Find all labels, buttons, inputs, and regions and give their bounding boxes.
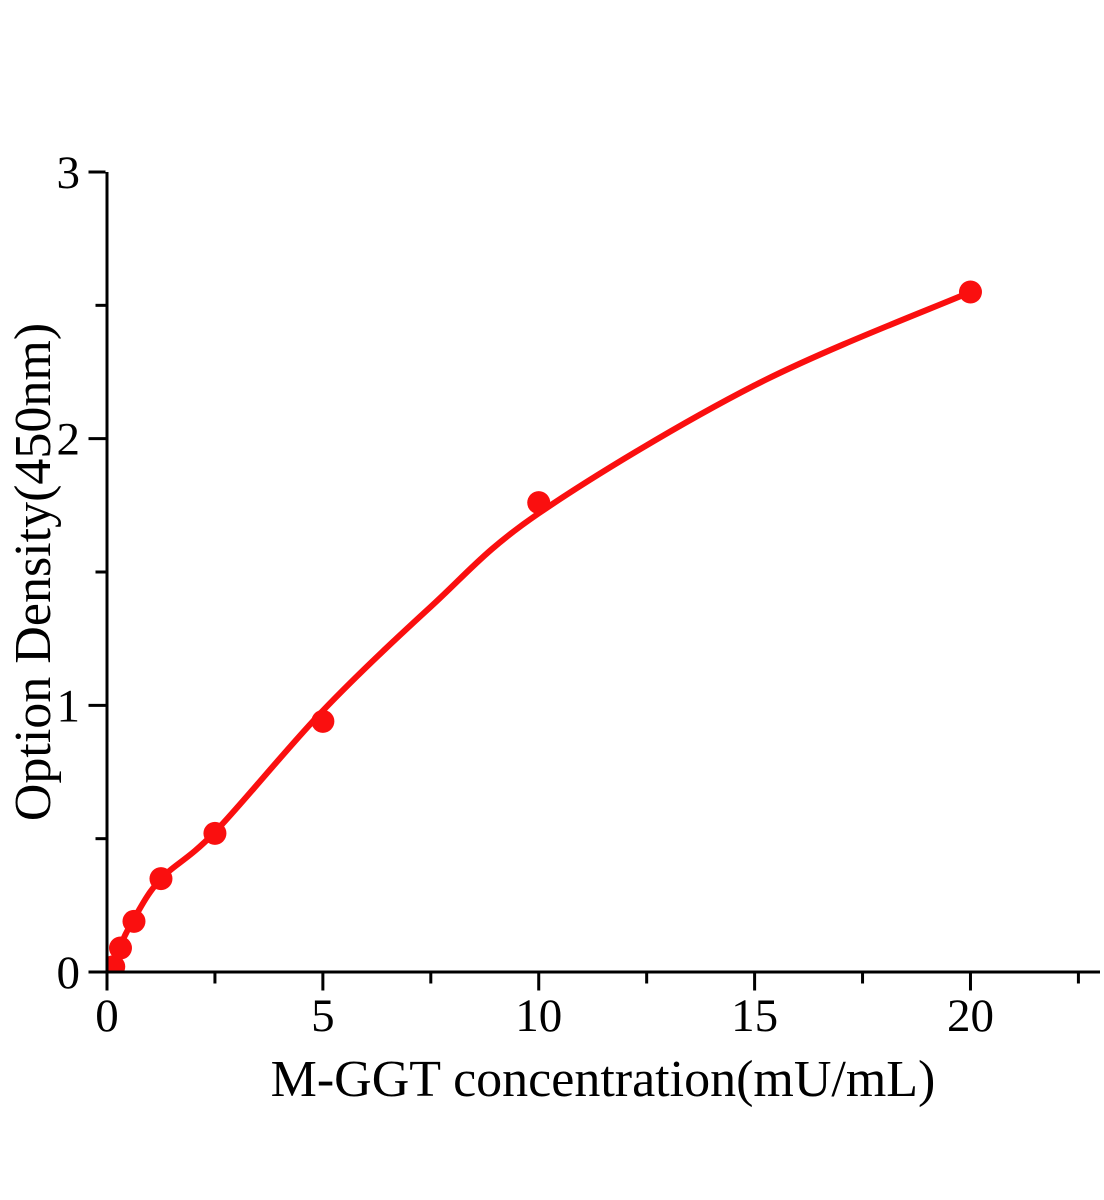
fit-curve-line [109, 289, 974, 971]
x-tick-label: 20 [947, 990, 994, 1042]
x-tick-label: 5 [311, 990, 335, 1042]
data-point [311, 709, 335, 733]
y-tick-label: 2 [57, 414, 81, 466]
x-axis-title: M-GGT concentration(mU/mL) [271, 1051, 936, 1108]
data-point [149, 867, 173, 891]
data-point [958, 280, 982, 304]
axis-frame [105, 172, 1100, 974]
data-point [122, 909, 146, 933]
x-tick-label: 10 [515, 990, 562, 1042]
data-point [527, 491, 551, 515]
axes-layer: 0 5 10 15 20 0 1 2 3 [57, 147, 1100, 1042]
x-tick-label: 0 [95, 990, 119, 1042]
y-axis-title: Option Density(450nm) [5, 323, 62, 821]
x-tick-label: 15 [731, 990, 778, 1042]
data-layer [108, 280, 982, 971]
data-point [108, 936, 132, 960]
y-tick-label: 0 [57, 947, 81, 999]
data-point [203, 821, 227, 845]
y-tick-label: 1 [57, 680, 81, 732]
y-tick-label: 3 [57, 147, 81, 199]
